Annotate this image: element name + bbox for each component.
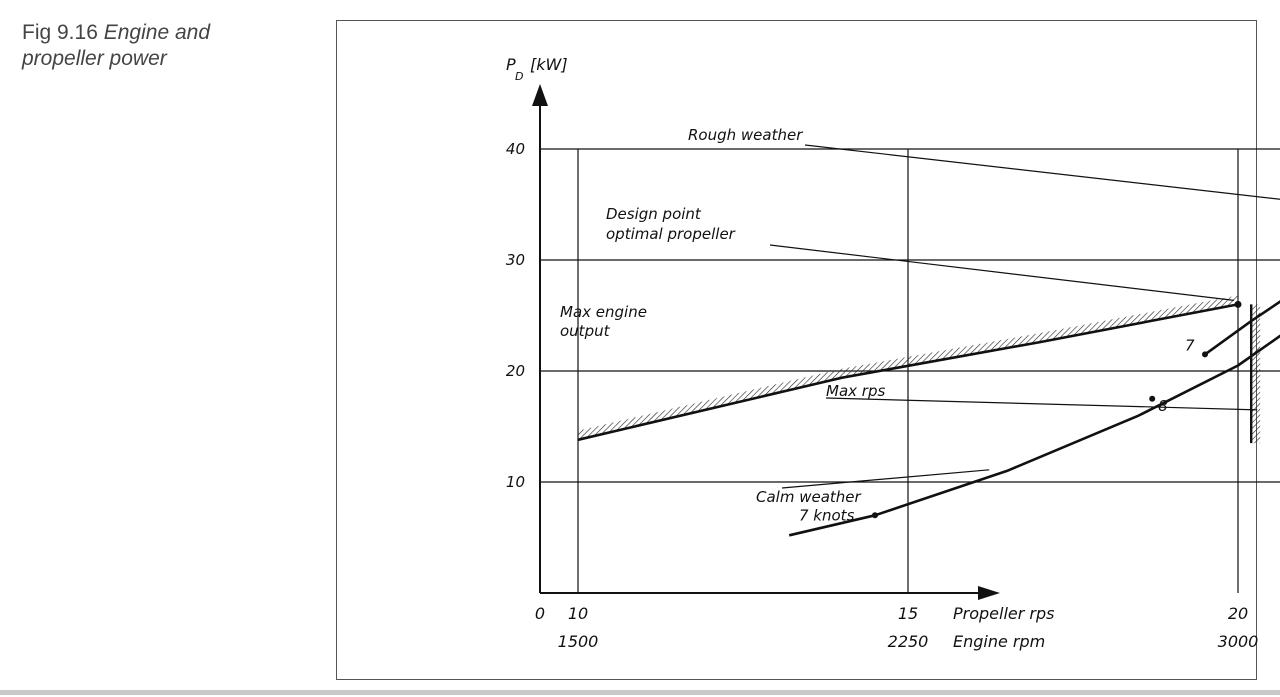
- x-axis-arrow: [978, 586, 1000, 600]
- hatch-layer: [578, 295, 1261, 444]
- y-tick-label-2: 30: [506, 251, 525, 269]
- x2-tick-label-1: 2250: [888, 632, 929, 651]
- figure-caption: Fig 9.16 Engine and propeller power: [22, 20, 262, 72]
- rough-weather-label: Rough weather: [688, 126, 803, 144]
- calm-weather-leader: [781, 469, 990, 489]
- speed-point-label-0: 7 knots: [799, 506, 855, 524]
- series-line-max_engine: [577, 303, 1239, 442]
- max-rps-leader: [825, 397, 1258, 411]
- x-axis-label: Propeller rps: [953, 604, 1054, 623]
- y-tick-label-3: 40: [506, 140, 525, 158]
- figure-number: Fig 9.16: [22, 21, 98, 44]
- design-point-label-2: optimal propeller: [606, 225, 736, 243]
- design-point-leader: [769, 244, 1235, 301]
- design-point-marker: [1234, 300, 1242, 308]
- max-rps-hatch: [1251, 304, 1261, 444]
- calm-weather-label: Calm weather: [756, 488, 862, 506]
- rough-weather-leader: [804, 144, 1280, 200]
- series-layer: [577, 144, 1280, 537]
- speed-point-0: [872, 512, 878, 519]
- x-tick-label-2: 20: [1228, 604, 1248, 623]
- x-tick-label-1: 15: [898, 604, 918, 623]
- x-axis-label-2: Engine rpm: [953, 632, 1045, 651]
- y-axis-arrow: [532, 84, 548, 106]
- label-layer: 102030400101500152250203000253750Propell…: [506, 55, 1259, 651]
- figure-title: Engine and propeller power: [22, 21, 210, 70]
- y-axis-label-main: P: [506, 55, 516, 74]
- max-rps-label: Max rps: [826, 382, 885, 400]
- x-origin-label: 0: [535, 604, 545, 623]
- x2-tick-label-2: 3000: [1218, 632, 1259, 651]
- speed-point-1: [1149, 395, 1156, 402]
- speed-point-label-3: 7: [1185, 336, 1195, 354]
- speed-point-3: [1202, 351, 1208, 358]
- y-axis-label-unit: [kW]: [530, 55, 568, 74]
- grid-layer: [577, 148, 1280, 593]
- x2-tick-label-0: 1500: [558, 632, 599, 651]
- x-tick-label-0: 10: [568, 604, 588, 623]
- max-engine-hatch: [578, 295, 1238, 440]
- series-line-rough: [1204, 300, 1280, 356]
- axes-layer: [532, 84, 1000, 600]
- speed-point-label-1: 8: [1158, 397, 1168, 415]
- y-tick-label-1: 20: [506, 362, 525, 380]
- max-engine-label-2: output: [560, 322, 611, 340]
- design-point-label-1: Design point: [606, 205, 702, 223]
- page-bottom-rule: [0, 690, 1280, 695]
- y-axis-label-sub: D: [515, 70, 523, 83]
- y-tick-label-0: 10: [506, 473, 525, 491]
- max-engine-label-1: Max engine: [560, 303, 647, 321]
